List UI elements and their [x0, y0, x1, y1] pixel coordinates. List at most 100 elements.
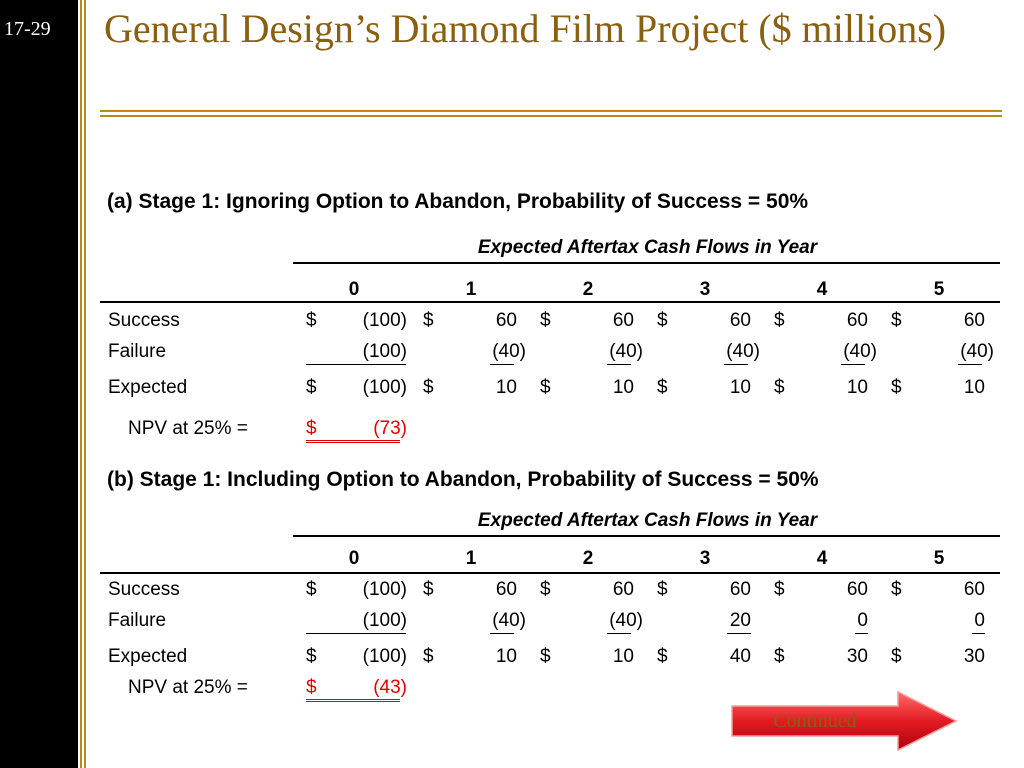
cell-value: 10 — [846, 377, 868, 398]
row-label-expected: Expected — [108, 377, 188, 398]
currency-sign: $ — [891, 646, 902, 667]
section-a-caption: Expected Aftertax Cash Flows in Year — [477, 237, 818, 258]
sidebar-border-line — [84, 0, 86, 768]
cell-value: 60 — [963, 310, 985, 331]
npv-value: (73) — [373, 418, 407, 439]
year-header: 2 — [582, 548, 594, 569]
year-header: 0 — [348, 548, 360, 569]
currency-sign: $ — [306, 310, 317, 331]
currency-sign: $ — [540, 579, 551, 600]
currency-sign: $ — [774, 646, 785, 667]
slide-title: General Design’s Diamond Film Project ($… — [104, 6, 947, 51]
currency-sign: $ — [423, 377, 434, 398]
currency-sign: $ — [774, 310, 785, 331]
currency-sign: $ — [774, 377, 785, 398]
currency-sign: $ — [774, 579, 785, 600]
currency-sign: $ — [891, 377, 902, 398]
npv-currency: $ — [306, 418, 317, 439]
currency-sign: $ — [423, 579, 434, 600]
cell-value: (40) — [492, 610, 526, 631]
cell-value: 60 — [846, 579, 868, 600]
sum-underline — [855, 633, 868, 634]
year-header: 4 — [816, 279, 828, 300]
currency-sign: $ — [306, 579, 317, 600]
cell-value: 10 — [495, 646, 517, 667]
npv-label: NPV at 25% = — [128, 677, 248, 698]
row-label-success: Success — [108, 310, 180, 331]
npv-double-underline — [306, 416, 400, 443]
caption-underline — [293, 262, 1000, 264]
title-rule — [100, 110, 1002, 112]
cell-value: (100) — [362, 610, 407, 631]
currency-sign: $ — [657, 377, 668, 398]
currency-sign: $ — [891, 579, 902, 600]
cell-value: 60 — [729, 310, 751, 331]
cell-value: 60 — [963, 579, 985, 600]
cell-value: 60 — [612, 579, 634, 600]
currency-sign: $ — [540, 646, 551, 667]
cell-value: 60 — [612, 310, 634, 331]
cell-value: 60 — [495, 310, 517, 331]
cell-value: 0 — [974, 610, 985, 631]
npv-value: (43) — [373, 677, 407, 698]
year-header: 2 — [582, 279, 594, 300]
header-rule — [100, 301, 1000, 303]
sum-underline — [306, 633, 406, 634]
row-label-failure: Failure — [108, 341, 167, 362]
section-a-heading: (a) Stage 1: Ignoring Option to Abandon,… — [107, 190, 809, 213]
sum-underline — [724, 364, 748, 365]
cell-value: (40) — [609, 341, 643, 362]
cell-value: (100) — [362, 310, 407, 331]
currency-sign: $ — [306, 646, 317, 667]
cell-value: 10 — [729, 377, 751, 398]
currency-sign: $ — [423, 646, 434, 667]
sum-underline — [972, 633, 985, 634]
currency-sign: $ — [540, 377, 551, 398]
year-header: 5 — [933, 548, 945, 569]
currency-sign: $ — [657, 646, 668, 667]
cell-value: 40 — [729, 646, 751, 667]
cell-value: (40) — [492, 341, 526, 362]
cell-value: 60 — [846, 310, 868, 331]
year-header: 3 — [699, 279, 711, 300]
year-header: 5 — [933, 279, 945, 300]
sum-underline — [607, 364, 631, 365]
caption-underline — [293, 535, 1000, 537]
slide-number: 17-29 — [4, 18, 51, 40]
cell-value: 10 — [963, 377, 985, 398]
section-b-caption: Expected Aftertax Cash Flows in Year — [477, 510, 818, 531]
cell-value: 30 — [846, 646, 868, 667]
cell-value: 10 — [495, 377, 517, 398]
npv-double-underline — [306, 675, 400, 702]
npv-currency: $ — [306, 677, 317, 698]
cell-value: 20 — [729, 610, 751, 631]
cell-value: (100) — [362, 341, 407, 362]
cell-value: 10 — [612, 377, 634, 398]
continued-arrow-icon[interactable] — [730, 690, 958, 752]
year-header: 1 — [465, 548, 477, 569]
cell-value: (100) — [362, 646, 407, 667]
sum-underline — [841, 364, 865, 365]
npv-label: NPV at 25% = — [128, 418, 248, 439]
year-header: 0 — [348, 279, 360, 300]
year-header: 1 — [465, 279, 477, 300]
cell-value: (100) — [362, 579, 407, 600]
row-label-success: Success — [108, 579, 180, 600]
cell-value: 60 — [729, 579, 751, 600]
sum-underline — [958, 364, 982, 365]
section-b-heading: (b) Stage 1: Including Option to Abandon… — [107, 468, 819, 491]
year-header: 4 — [816, 548, 828, 569]
cell-value: (40) — [726, 341, 760, 362]
currency-sign: $ — [657, 579, 668, 600]
cell-value: (40) — [960, 341, 994, 362]
currency-sign: $ — [540, 310, 551, 331]
cell-value: (100) — [362, 377, 407, 398]
continued-button-label[interactable]: Continued — [773, 710, 857, 732]
year-header: 3 — [699, 548, 711, 569]
cell-value: (40) — [843, 341, 877, 362]
cell-value: 30 — [963, 646, 985, 667]
currency-sign: $ — [657, 310, 668, 331]
cell-value: (40) — [609, 610, 643, 631]
currency-sign: $ — [306, 377, 317, 398]
title-rule — [100, 115, 1002, 117]
